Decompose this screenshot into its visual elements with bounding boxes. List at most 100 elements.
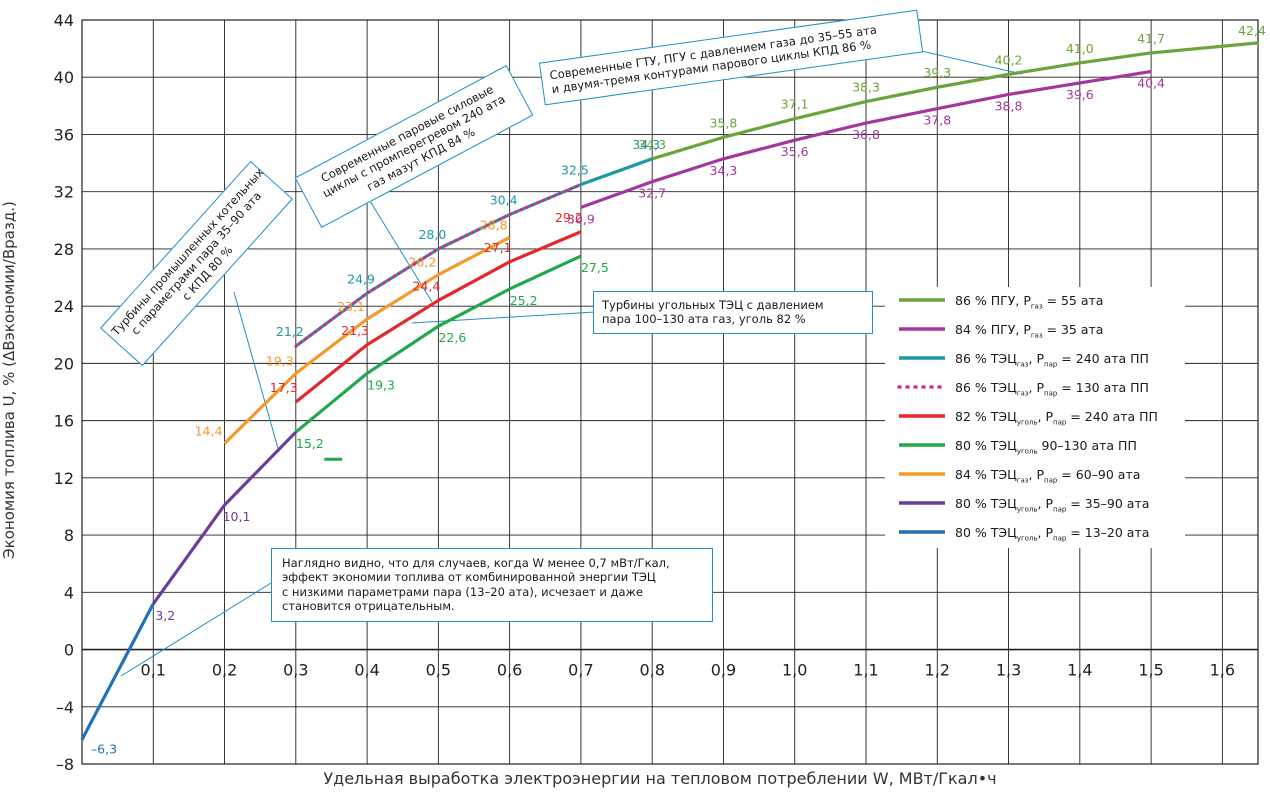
annotation-leader-line: [233, 291, 280, 453]
series-lines: [80, 41, 1259, 741]
data-label: 29,2: [555, 210, 583, 225]
y-tick-label: 40: [54, 68, 74, 87]
x-tick-label: 0,4: [354, 661, 379, 680]
legend-item: 80 % ТЭЦуголь 90–130 ата ПП: [885, 432, 1185, 461]
x-tick-label: 1,6: [1210, 661, 1235, 680]
legend-swatch: [899, 501, 945, 505]
data-label: 34,3: [632, 137, 660, 152]
series-line: [80, 603, 155, 741]
data-label: 40,4: [1137, 76, 1165, 91]
series-line: [294, 230, 582, 404]
data-label: 3,2: [155, 608, 175, 623]
y-tick-label: 28: [54, 240, 74, 259]
y-tick-label: 20: [54, 354, 74, 373]
data-label: 21,3: [341, 323, 369, 338]
x-tick-label: 1,2: [925, 661, 950, 680]
y-tick-label: 36: [54, 125, 74, 144]
legend-label: 80 % ТЭЦуголь 90–130 ата ПП: [955, 438, 1137, 456]
data-label: 32,7: [638, 186, 666, 201]
data-label: 15,2: [296, 436, 324, 451]
data-label: 21,2: [276, 324, 304, 339]
x-tick-label: 0,5: [426, 661, 451, 680]
annotation-line: пара 100–130 ата газ, уголь 82 %: [602, 312, 806, 327]
legend-label: 80 % ТЭЦуголь, Pпар = 13–20 ата: [955, 525, 1150, 543]
legend-swatch: [899, 443, 945, 447]
legend-swatch: [899, 414, 945, 418]
series-line: [294, 254, 582, 434]
data-label: 30,4: [490, 193, 518, 208]
x-tick-label: 0,2: [212, 661, 237, 680]
series-line: [223, 236, 511, 445]
x-tick-label: 0,7: [568, 661, 593, 680]
data-label: 26,2: [408, 255, 436, 270]
data-label: 24,9: [347, 271, 375, 286]
legend-label: 86 % ТЭЦгаз, Pпар = 130 ата ПП: [955, 380, 1149, 398]
annotation-line: Турбины угольных ТЭЦ с давлением: [602, 298, 824, 312]
annotation-low-params: Наглядно видно, что для случаев, когда W…: [271, 548, 713, 622]
y-tick-label: 44: [54, 11, 74, 30]
annotation-line: эффект экономии топлива от комбинированн…: [282, 570, 656, 585]
legend-label: 82 % ТЭЦуголь, Pпар = 240 ата ПП: [955, 409, 1158, 427]
y-tick-label: 4: [64, 583, 74, 602]
legend-swatch: [899, 472, 945, 476]
legend-item: 86 % ПГУ, Pгаз = 55 ата: [885, 287, 1185, 316]
y-tick-label: 12: [54, 469, 74, 488]
x-tick-label: 0,3: [283, 661, 308, 680]
data-label: 27,1: [484, 240, 512, 255]
data-label: 30,9: [567, 211, 595, 226]
y-tick-label: –8: [56, 755, 74, 774]
y-tick-label: –4: [56, 698, 74, 717]
data-label: 10,1: [223, 509, 251, 524]
data-label: 38,3: [852, 80, 880, 95]
y-tick-label: 16: [54, 412, 74, 431]
series-line: [580, 69, 1152, 209]
legend-swatch: [897, 385, 947, 389]
x-tick-label: 0,6: [497, 661, 522, 680]
data-label: 37,8: [923, 113, 951, 128]
legend-swatch: [899, 356, 945, 360]
data-label: 32,5: [561, 163, 589, 178]
x-tick-label: 1,4: [1067, 661, 1092, 680]
data-label: 41,7: [1137, 31, 1165, 46]
y-tick-label: 32: [54, 183, 74, 202]
data-label: 40,2: [995, 52, 1023, 67]
y-tick-label: 24: [54, 297, 74, 316]
x-tick-label: 1,5: [1138, 661, 1163, 680]
legend-item: 82 % ТЭЦуголь, Pпар = 240 ата ПП: [885, 403, 1185, 432]
data-label: 25,2: [510, 293, 538, 308]
data-label: 28,8: [480, 217, 508, 232]
legend-swatch: [899, 530, 945, 534]
data-label: 24,4: [412, 278, 440, 293]
data-label: 35,8: [710, 115, 738, 130]
series-line: [151, 430, 297, 605]
x-tick-label: 1,1: [853, 661, 878, 680]
legend-item: 80 % ТЭЦуголь, Pпар = 13–20 ата: [885, 519, 1185, 548]
annotation-line: с низкими параметрами пара (13–20 ата), …: [282, 584, 643, 599]
data-label: –6,3: [91, 742, 117, 757]
plot-frame: [81, 19, 1259, 765]
x-tick-label: 0,8: [639, 661, 664, 680]
series-line: [651, 41, 1259, 161]
x-tick-label: 1,3: [996, 661, 1021, 680]
annotation-leader-line: [120, 582, 272, 677]
legend-label: 84 % ПГУ, Pгаз = 35 ата: [955, 322, 1104, 340]
legend-item: 84 % ПГУ, Pгаз = 35 ата: [885, 316, 1185, 345]
legend-item: 80 % ТЭЦуголь, Pпар = 35–90 ата: [885, 490, 1185, 519]
y-tick-label: 0: [64, 641, 74, 660]
x-tick-label: 1,0: [782, 661, 807, 680]
x-tick-label: 0,9: [711, 661, 736, 680]
annotation-leader-line: [361, 187, 433, 303]
data-label: 28,0: [418, 227, 446, 242]
legend-label: 86 % ПГУ, Pгаз = 55 ата: [955, 293, 1104, 311]
annotation-line: становится отрицательным.: [282, 599, 455, 614]
data-label: 34,3: [638, 137, 666, 152]
data-label: 27,5: [581, 260, 609, 275]
legend: 86 % ПГУ, Pгаз = 55 ата 84 % ПГУ, Pгаз =…: [885, 287, 1185, 548]
legend-swatch: [899, 298, 945, 302]
annotation-leader-line: [411, 311, 596, 324]
x-tick-labels: 0,1 0,2 0,3 0,4 0,5 0,6 0,7 0,8 0,9 1,0 1,1 1,2 1,3 1…: [141, 661, 1236, 680]
data-label: 14,4: [195, 424, 223, 439]
data-label: 37,1: [781, 97, 809, 112]
